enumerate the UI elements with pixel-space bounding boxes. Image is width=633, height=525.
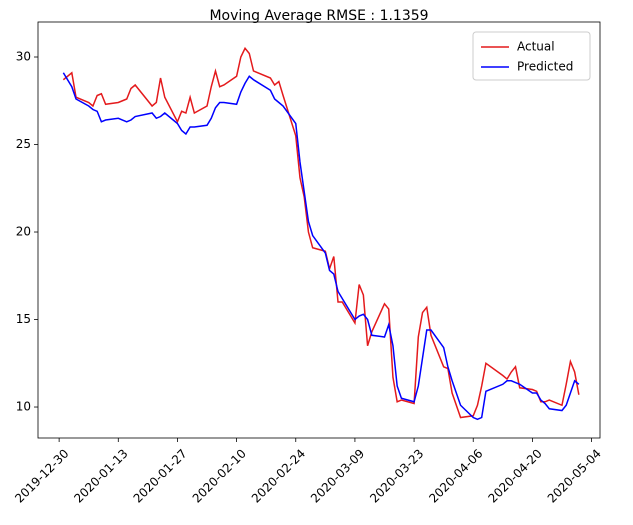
- x-tick-label: 2020-02-24: [249, 446, 308, 505]
- x-tick-label: 2020-03-23: [367, 446, 426, 505]
- x-tick-label: 2020-04-06: [426, 446, 485, 505]
- legend-label: Actual: [517, 40, 555, 54]
- x-tick-label: 2020-02-10: [190, 446, 249, 505]
- legend-box: [472, 31, 591, 81]
- legend-label: Predicted: [517, 60, 573, 74]
- plot-frame: [37, 21, 601, 439]
- x-tick-label: 2020-05-04: [545, 446, 604, 505]
- y-tick-label: 30: [16, 50, 31, 64]
- x-tick-label: 2019-12-30: [12, 446, 71, 505]
- y-tick-label: 20: [16, 225, 31, 239]
- x-tick-label: 2020-04-20: [486, 446, 545, 505]
- y-tick-label: 10: [16, 400, 31, 414]
- chart-title: Moving Average RMSE : 1.1359: [209, 8, 428, 24]
- x-tick-label: 2020-01-13: [71, 446, 130, 505]
- x-tick-label: 2020-03-09: [308, 446, 367, 505]
- y-tick-label: 15: [16, 312, 31, 326]
- y-tick-label: 25: [16, 137, 31, 151]
- x-tick-label: 2020-01-27: [131, 446, 190, 505]
- data-line: [62, 72, 580, 421]
- data-line: [62, 46, 580, 419]
